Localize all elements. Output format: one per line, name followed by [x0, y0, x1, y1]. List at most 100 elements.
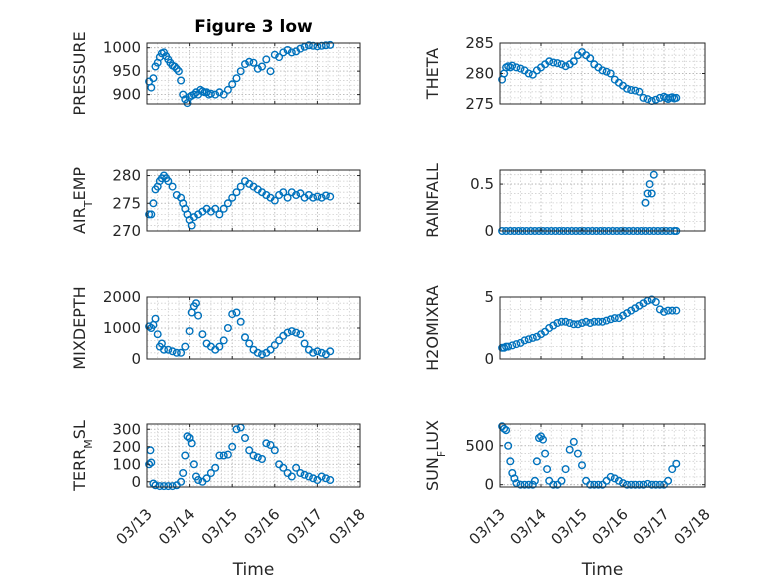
data-point — [177, 76, 186, 85]
data-point — [223, 199, 232, 208]
y-tick-label: 0 — [484, 350, 494, 368]
data-point — [258, 350, 267, 359]
plot-area — [500, 170, 705, 231]
data-point — [537, 330, 546, 339]
data-point — [545, 57, 554, 66]
y-tick-label: 900 — [112, 86, 141, 104]
data-point — [561, 465, 570, 474]
data-point — [206, 89, 215, 98]
data-point — [168, 347, 177, 356]
y-tick-label: 0 — [131, 350, 141, 368]
data-point — [296, 44, 305, 53]
data-point — [300, 470, 309, 479]
y-tick-label: 5 — [484, 288, 494, 306]
data-point — [232, 74, 241, 83]
data-point — [253, 64, 262, 73]
data-point — [266, 67, 275, 76]
figure-title: Figure 3 low — [194, 17, 313, 37]
data-point — [187, 221, 196, 230]
subplot-rainfall: 0 0.5 RAINFALL — [423, 163, 706, 240]
data-point — [172, 64, 181, 73]
data-point — [253, 453, 262, 462]
data-point — [565, 319, 574, 328]
x-tick-label: 03/14 — [155, 505, 198, 548]
axes-box — [499, 423, 706, 488]
subplot-mixdepth: 0 1000 2000 MIXDEPTH — [70, 286, 361, 370]
data-point — [145, 460, 154, 469]
y-tick-label: 285 — [465, 34, 494, 52]
data-point — [155, 482, 164, 491]
data-point — [313, 192, 322, 201]
data-point — [651, 298, 660, 307]
data-point — [296, 189, 305, 198]
data-point — [516, 480, 525, 489]
data-point — [660, 307, 669, 316]
y-axis-label-main: PRESSURE — [70, 31, 89, 115]
data-point — [215, 451, 224, 460]
y-axis-label-main: H2OMIXRA — [423, 285, 442, 371]
data-point — [326, 192, 335, 201]
data-point — [266, 441, 275, 450]
data-point — [326, 476, 335, 485]
data-point — [300, 339, 309, 348]
data-point — [500, 424, 509, 433]
data-point — [223, 85, 232, 94]
data-point — [304, 41, 313, 50]
data-point — [232, 188, 241, 197]
data-point — [202, 88, 211, 97]
data-point — [232, 308, 241, 317]
x-tick-label: 03/13 — [466, 505, 509, 548]
data-point — [283, 193, 292, 202]
data-point — [168, 182, 177, 191]
data-point — [539, 435, 548, 444]
data-point — [228, 442, 237, 451]
y-axis-label: THETA — [423, 48, 442, 100]
data-point — [219, 451, 228, 460]
data-point — [245, 339, 254, 348]
data-point — [164, 482, 173, 491]
y-axis-label-tail: LUX — [423, 420, 442, 451]
data-point — [228, 193, 237, 202]
data-point — [240, 434, 249, 443]
data-point — [512, 479, 521, 488]
data-point — [292, 328, 301, 337]
data-point — [639, 299, 648, 308]
y-tick-label: 0 — [131, 473, 141, 491]
axes-box — [146, 42, 361, 105]
x-axis-label: Time — [232, 560, 275, 580]
data-point — [623, 480, 632, 489]
x-tick-label: 03/13 — [113, 505, 156, 548]
data-point — [528, 70, 537, 79]
data-point — [590, 480, 599, 489]
x-tick-label: 03/14 — [507, 505, 550, 548]
data-point — [578, 319, 587, 328]
data-point — [631, 304, 640, 313]
x-tick-label: 03/17 — [283, 505, 326, 548]
data-point — [326, 347, 335, 356]
data-point — [614, 314, 623, 323]
x-tick-label: 03/18 — [671, 505, 714, 548]
subplot-pressure: 900 950 1000 PRESSURE Figure 3 low — [70, 17, 361, 116]
data-point — [627, 306, 636, 315]
data-point — [283, 328, 292, 337]
data-point — [598, 317, 607, 326]
data-point — [194, 476, 203, 485]
data-point — [668, 306, 677, 315]
data-point — [240, 333, 249, 342]
plot-area — [147, 43, 360, 104]
data-point — [553, 59, 562, 68]
data-point — [183, 432, 192, 441]
data-point — [504, 342, 513, 351]
data-point — [317, 348, 326, 357]
data-point — [149, 74, 158, 83]
data-point — [240, 60, 249, 69]
data-point — [164, 345, 173, 354]
data-point — [215, 342, 224, 351]
data-point — [279, 188, 288, 197]
data-point — [647, 295, 656, 304]
data-point — [643, 95, 652, 104]
data-point — [508, 341, 517, 350]
data-point — [168, 482, 177, 491]
data-point — [211, 90, 220, 99]
